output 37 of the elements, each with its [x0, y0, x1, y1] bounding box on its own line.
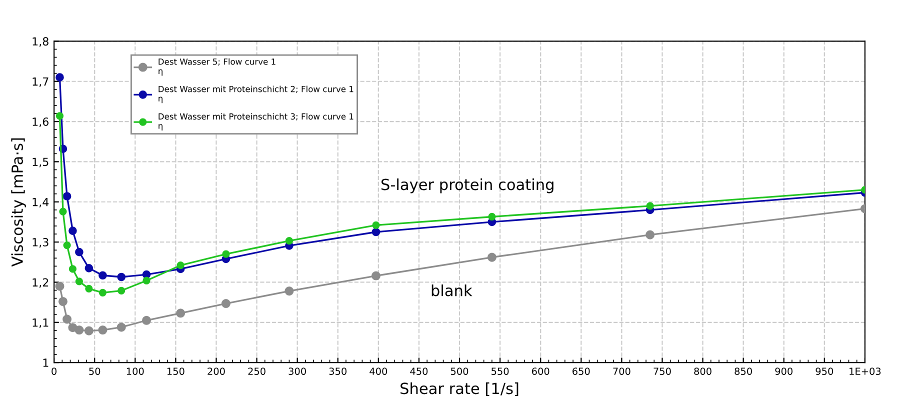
- x-tick-label: 300: [288, 368, 306, 375]
- x-tick-label: 350: [329, 368, 347, 375]
- annotation: S-layer protein coating: [381, 178, 554, 194]
- x-tick-label: 750: [654, 368, 671, 375]
- x-tick-label: 650: [572, 368, 590, 375]
- x-tick-label: 600: [532, 368, 550, 375]
- y-tick-label: 1,7: [32, 77, 48, 87]
- x-tick-label: 800: [694, 368, 712, 375]
- x-tick-label: 900: [775, 368, 793, 375]
- x-tick-label: 500: [450, 368, 468, 375]
- x-tick-label: 400: [370, 368, 388, 375]
- x-axis-title: Shear rate [1/s]: [400, 382, 518, 396]
- x-tick-label: 100: [126, 368, 144, 375]
- x-tick-label: 950: [816, 368, 834, 375]
- y-tick-label: 1,4: [32, 198, 49, 208]
- legend-label: Dest Wasser mit Proteinschicht 3; Flow curve 1 η: [158, 113, 354, 131]
- x-tick-label: 700: [613, 368, 630, 375]
- y-tick-label: 1: [43, 358, 48, 367]
- y-axis-title: Viscosity [mPa·s]: [11, 138, 26, 267]
- x-tick-label: 550: [492, 368, 509, 375]
- y-tick-label: 1,2: [32, 278, 48, 288]
- x-tick-label: 50: [89, 368, 100, 375]
- x-tick-label: 1E+03: [850, 368, 881, 375]
- y-tick-label: 1,3: [32, 238, 48, 248]
- legend-label: Dest Wasser mit Proteinschicht 2; Flow curve 1 η: [158, 86, 354, 104]
- y-tick-label: 1,5: [32, 158, 48, 168]
- y-tick-label: 1,8: [32, 37, 48, 47]
- x-tick-label: 200: [208, 368, 225, 375]
- legend-label: Dest Wasser 5; Flow curve 1 η: [158, 58, 276, 76]
- y-tick-label: 1,1: [32, 318, 48, 328]
- annotation: blank: [432, 284, 472, 296]
- x-tick-label: 850: [734, 368, 752, 375]
- x-tick-label: 250: [248, 368, 266, 375]
- x-tick-label: 0: [52, 368, 57, 375]
- x-tick-label: 450: [410, 368, 428, 375]
- y-tick-label: 1,6: [32, 118, 48, 128]
- x-tick-label: 150: [167, 368, 184, 375]
